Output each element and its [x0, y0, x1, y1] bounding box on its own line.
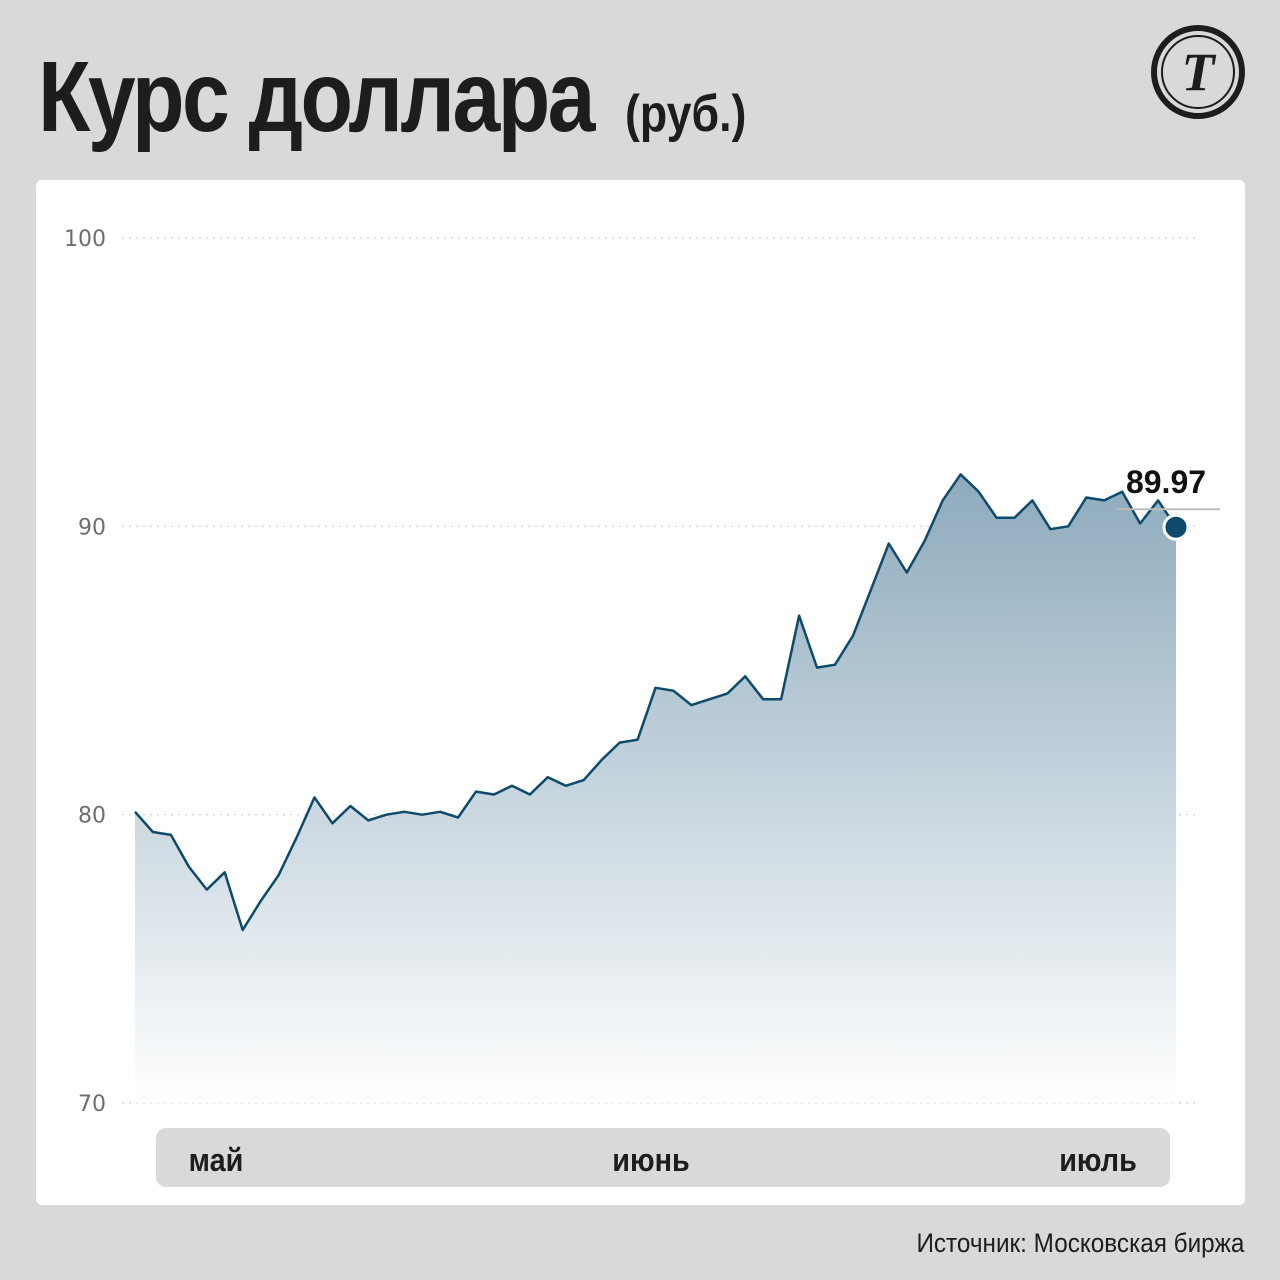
chart-title: Курс доллара (руб.): [38, 40, 766, 155]
series-line: [134, 473, 1178, 932]
source-note: Источник: Московская биржа: [916, 1228, 1244, 1258]
y-tick-label: 100: [64, 227, 106, 252]
y-tick-label: 90: [78, 515, 106, 540]
month-label-june: июнь: [612, 1142, 690, 1178]
series-area: [135, 474, 1176, 1103]
title-text: Курс доллара: [38, 41, 595, 153]
newspaper-logo-icon: Т: [1151, 25, 1245, 119]
last-value-marker: 89.97: [1116, 464, 1220, 541]
title-unit: (руб.): [625, 85, 747, 143]
y-tick-label: 70: [78, 1092, 106, 1117]
month-label-july: июль: [1059, 1142, 1137, 1178]
logo-letter: Т: [1182, 42, 1217, 102]
last-value-dot: [1162, 513, 1190, 541]
month-axis-bar: [156, 1128, 1170, 1187]
y-axis-ticks: 100 90 80 70: [64, 227, 106, 1117]
y-tick-label: 80: [78, 804, 106, 829]
month-label-may: май: [188, 1142, 244, 1178]
last-value-label: 89.97: [1126, 464, 1206, 500]
